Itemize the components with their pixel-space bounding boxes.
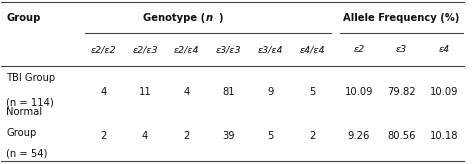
Text: 4: 4 [100, 87, 107, 97]
Text: ε2/ε4: ε2/ε4 [174, 45, 200, 54]
Text: ε2: ε2 [353, 45, 364, 54]
Text: ε2/ε3: ε2/ε3 [132, 45, 158, 54]
Text: 2: 2 [100, 131, 107, 141]
Text: ε3/ε3: ε3/ε3 [216, 45, 241, 54]
Text: 79.82: 79.82 [387, 87, 416, 97]
Text: 10.09: 10.09 [345, 87, 373, 97]
Text: Group: Group [6, 128, 36, 138]
Text: (n = 114): (n = 114) [6, 97, 54, 107]
Text: ε4: ε4 [438, 45, 449, 54]
Text: Group: Group [6, 13, 40, 23]
Text: n: n [205, 13, 212, 23]
Text: (n = 54): (n = 54) [6, 149, 47, 159]
Text: 9.26: 9.26 [347, 131, 370, 141]
Text: Normal: Normal [6, 107, 42, 117]
Text: ε2/ε2: ε2/ε2 [91, 45, 116, 54]
Text: 5: 5 [309, 87, 315, 97]
Text: 9: 9 [267, 87, 273, 97]
Text: 2: 2 [309, 131, 315, 141]
Text: ): ) [218, 13, 222, 23]
Text: 80.56: 80.56 [387, 131, 415, 141]
Text: 2: 2 [183, 131, 190, 141]
Text: 10.18: 10.18 [429, 131, 458, 141]
Text: Genotype (: Genotype ( [143, 13, 205, 23]
Text: 10.09: 10.09 [429, 87, 458, 97]
Text: 81: 81 [222, 87, 235, 97]
Text: 39: 39 [222, 131, 235, 141]
Text: 4: 4 [142, 131, 148, 141]
Text: Genotype (​: Genotype (​ [177, 13, 239, 23]
Text: TBI Group: TBI Group [6, 73, 55, 83]
Text: 4: 4 [184, 87, 190, 97]
Text: 11: 11 [139, 87, 152, 97]
Text: ε4/ε4: ε4/ε4 [299, 45, 325, 54]
Text: ε3: ε3 [396, 45, 407, 54]
Text: Allele Frequency (%): Allele Frequency (%) [343, 13, 459, 23]
Text: ε3/ε4: ε3/ε4 [257, 45, 283, 54]
Text: 5: 5 [267, 131, 273, 141]
